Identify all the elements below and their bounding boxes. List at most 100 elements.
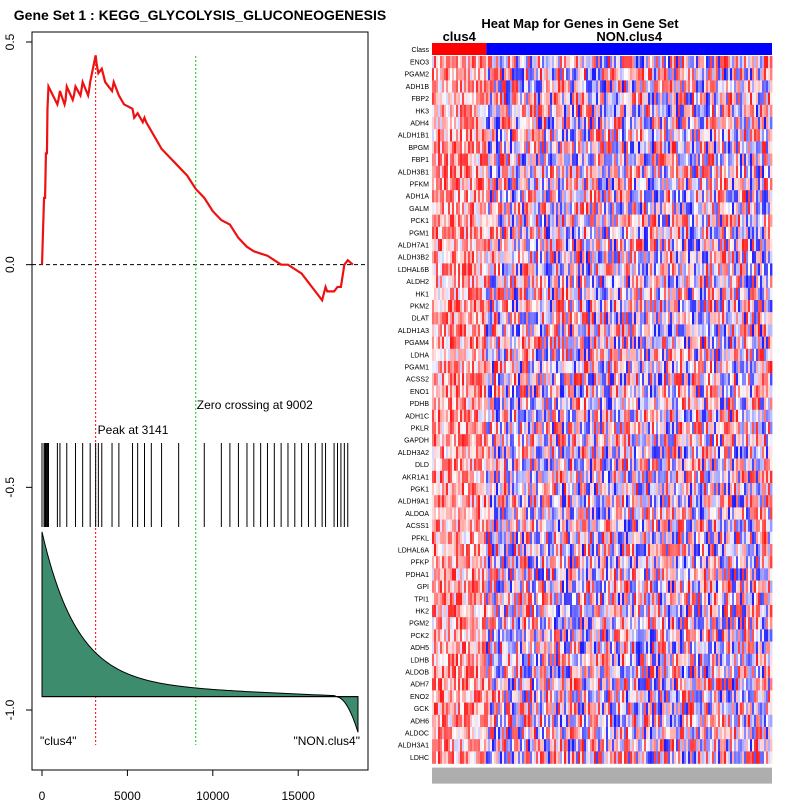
- heat-cell: [468, 141, 471, 154]
- heat-cell: [502, 178, 505, 191]
- heat-cell: [480, 385, 483, 398]
- heat-cell: [486, 117, 489, 130]
- heat-cell: [684, 68, 687, 81]
- heat-cell: [732, 165, 735, 179]
- heat-cell: [476, 104, 479, 118]
- heat-cell: [528, 348, 531, 362]
- heat-cell: [666, 287, 669, 301]
- heat-cell: [538, 68, 541, 81]
- heat-cell: [724, 68, 727, 81]
- heat-cell: [580, 324, 583, 337]
- heat-cell: [620, 385, 623, 398]
- heat-cell: [576, 287, 579, 301]
- heat-cell: [508, 190, 511, 203]
- heat-cell: [690, 385, 693, 398]
- heat-cell: [770, 324, 773, 337]
- heat-cell: [478, 348, 481, 362]
- heat-cell: [560, 214, 563, 227]
- heat-cell: [658, 348, 661, 362]
- heat-cell: [478, 104, 481, 118]
- heat-cell: [522, 239, 525, 252]
- heat-cell: [466, 275, 469, 288]
- heat-cell: [480, 226, 483, 240]
- heat-cell: [746, 300, 749, 313]
- heat-cell: [764, 202, 767, 215]
- heat-cell: [588, 165, 591, 179]
- heat-cell: [614, 92, 617, 105]
- heat-cell: [724, 202, 727, 215]
- heat-cell: [732, 361, 735, 374]
- heat-cell: [664, 251, 667, 264]
- heat-cell: [644, 324, 647, 337]
- heat-cell: [516, 300, 519, 313]
- heat-cell: [468, 190, 471, 203]
- heat-cell: [672, 165, 675, 179]
- heat-cell: [444, 92, 447, 105]
- heat-cell: [512, 361, 515, 374]
- heat-cell: [734, 361, 737, 374]
- heat-cell: [550, 202, 553, 215]
- heat-cell: [722, 80, 725, 93]
- heat-cell: [766, 202, 769, 215]
- heat-cell: [680, 312, 683, 325]
- heat-cell: [548, 165, 551, 179]
- heat-cell: [696, 348, 699, 362]
- heat-cell: [558, 68, 561, 81]
- heat-cell: [652, 178, 655, 191]
- heat-cell: [718, 324, 721, 337]
- heat-cell: [488, 92, 491, 105]
- heat-cell: [524, 80, 527, 93]
- heat-cell: [456, 153, 459, 166]
- heat-cell: [634, 56, 637, 69]
- heat-cell: [706, 226, 709, 240]
- heat-cell: [476, 300, 479, 313]
- heat-cell: [714, 287, 717, 301]
- heat-cell: [630, 324, 633, 337]
- heat-cell: [516, 324, 519, 337]
- heat-cell: [508, 287, 511, 301]
- heat-cell: [550, 141, 553, 154]
- heat-cell: [520, 300, 523, 313]
- heat-cell: [436, 80, 439, 93]
- heat-cell: [714, 80, 717, 93]
- heat-cell: [570, 165, 573, 179]
- heat-cell: [702, 190, 705, 203]
- heat-cell: [632, 165, 635, 179]
- heat-cell: [522, 190, 525, 203]
- heat-cell: [678, 141, 681, 154]
- heat-cell: [684, 324, 687, 337]
- heat-cell: [582, 129, 585, 142]
- corner-label-left: "clus4": [40, 734, 77, 748]
- heat-cell: [654, 104, 657, 118]
- heat-cell: [524, 226, 527, 240]
- heat-cell: [564, 397, 567, 410]
- heat-cell: [564, 263, 567, 276]
- heat-cell: [532, 385, 535, 398]
- heat-cell: [450, 348, 453, 362]
- heat-cell: [722, 287, 725, 301]
- heat-cell: [664, 275, 667, 288]
- heat-cell: [670, 56, 673, 69]
- enrichment-score-curve: [40, 55, 354, 303]
- heat-cell: [548, 68, 551, 81]
- heat-cell: [644, 300, 647, 313]
- heat-cell: [640, 141, 643, 154]
- heat-cell: [746, 141, 749, 154]
- heat-cell: [606, 80, 609, 93]
- heat-cell: [546, 165, 549, 179]
- heat-cell: [758, 92, 761, 105]
- heat-cell: [762, 214, 765, 227]
- heat-cell: [728, 251, 731, 264]
- heat-cell: [754, 361, 757, 374]
- heat-cell: [648, 348, 651, 362]
- heat-cell: [740, 80, 743, 93]
- heat-cell: [534, 153, 537, 166]
- heat-cell: [654, 263, 657, 276]
- heat-cell: [656, 214, 659, 227]
- heat-cell: [480, 239, 483, 252]
- heat-cell: [576, 324, 579, 337]
- heat-cell: [630, 312, 633, 325]
- heat-cell: [674, 141, 677, 154]
- heat-cell: [486, 397, 489, 410]
- heat-cell: [586, 92, 589, 105]
